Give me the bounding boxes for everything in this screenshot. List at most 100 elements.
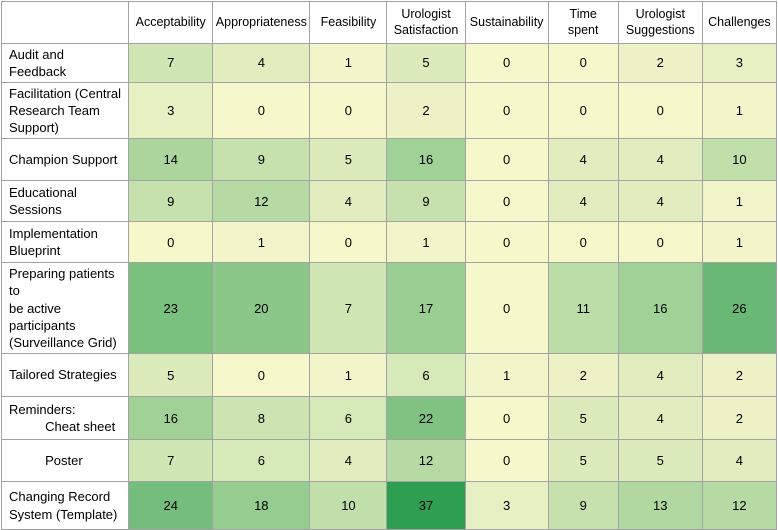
heatmap-cell: 0: [128, 221, 214, 264]
row-label: Preparing patients to be active particip…: [0, 262, 130, 355]
heatmap-cell: 0: [547, 42, 619, 83]
heatmap-cell: 4: [309, 439, 388, 483]
heatmap-cell: 16: [617, 262, 703, 355]
heatmap-cell: 0: [464, 81, 549, 140]
heatmap-cell: 16: [128, 396, 214, 441]
heatmap-cell: 11: [547, 262, 619, 355]
heatmap-cell: 0: [547, 221, 619, 264]
table-row: Reminders: Cheat sheet 16 8 6 22 0 5 4 2: [0, 396, 778, 441]
table-row: Changing Record System (Template) 24 18 10 3…: [0, 481, 778, 530]
heatmap-cell: 23: [128, 262, 214, 355]
column-header-6: Time spent: [547, 1, 619, 44]
heatmap-cell: 1: [309, 353, 388, 398]
heatmap-cell: 0: [464, 439, 549, 483]
heatmap-cell: 37: [386, 481, 466, 530]
heatmap-cell: 0: [617, 81, 703, 140]
table-row: Tailored Strategies 5 0 1 6 1 2 4 2: [0, 353, 778, 398]
heatmap-cell: 3: [464, 481, 549, 530]
heatmap-cell: 14: [128, 138, 214, 182]
row-label: Reminders: Cheat sheet: [0, 396, 130, 441]
table-row: Facilitation (Central Research Team Supp…: [0, 81, 778, 140]
heatmap-cell: 6: [309, 396, 388, 441]
heatmap-cell: 9: [212, 138, 311, 182]
row-label: Poster: [0, 439, 130, 483]
column-header-4: Urologist Satisfaction: [386, 1, 466, 44]
heatmap-cell: 6: [386, 353, 466, 398]
heatmap-cell: 5: [309, 138, 388, 182]
heatmap-cell: 5: [617, 439, 703, 483]
header-row: Acceptability Appropriateness Feasibility U…: [0, 1, 778, 44]
heatmap-cell: 0: [464, 138, 549, 182]
row-label: Implementation Blueprint: [0, 221, 130, 264]
table-row: Implementation Blueprint 0 1 0 1 0 0 0 1: [0, 221, 778, 264]
heatmap-cell: 7: [309, 262, 388, 355]
heatmap-cell: 0: [464, 396, 549, 441]
heatmap-cell: 0: [617, 221, 703, 264]
heatmap-cell: 5: [386, 42, 466, 83]
column-header-8: Challenges: [701, 1, 778, 44]
heatmap-cell: 17: [386, 262, 466, 355]
heatmap-cell: 0: [212, 353, 311, 398]
row-label: Tailored Strategies: [0, 353, 130, 398]
column-header-5: Sustainability: [464, 1, 549, 44]
heatmap-cell: 0: [547, 81, 619, 140]
column-header-1: Acceptability: [128, 1, 214, 44]
heatmap-cell: 16: [386, 138, 466, 182]
heatmap-cell: 26: [701, 262, 778, 355]
table-body: Audit and Feedback 7 4 1 5 0 0 2 3 Facilitation (…: [0, 42, 778, 530]
heatmap-cell: 2: [701, 396, 778, 441]
heatmap-cell: 0: [464, 180, 549, 223]
table-row: Champion Support 14 9 5 16 0 4 4 10: [0, 138, 778, 182]
heatmap-cell: 4: [617, 138, 703, 182]
heatmap-cell: 0: [212, 81, 311, 140]
table-row: Preparing patients to be active particip…: [0, 262, 778, 355]
heatmap-cell: 4: [617, 353, 703, 398]
heatmap-cell: 2: [386, 81, 466, 140]
heatmap-cell: 12: [386, 439, 466, 483]
heatmap-cell: 4: [547, 180, 619, 223]
heatmap-cell: 1: [701, 81, 778, 140]
heatmap-cell: 7: [128, 439, 214, 483]
heatmap-cell: 12: [701, 481, 778, 530]
heatmap-cell: 3: [128, 81, 214, 140]
heatmap-cell: 6: [212, 439, 311, 483]
heatmap-cell: 9: [386, 180, 466, 223]
table-row: Educational Sessions 9 12 4 9 0 4 4 1: [0, 180, 778, 223]
column-header-2: Appropriateness: [212, 1, 311, 44]
heatmap-cell: 18: [212, 481, 311, 530]
heatmap-cell: 2: [547, 353, 619, 398]
row-label: Facilitation (Central Research Team Supp…: [0, 81, 130, 140]
heatmap-cell: 4: [547, 138, 619, 182]
heatmap-cell: 1: [701, 180, 778, 223]
heatmap-cell: 0: [464, 262, 549, 355]
heatmap-cell: 4: [617, 396, 703, 441]
heatmap-cell: 1: [464, 353, 549, 398]
heatmap-cell: 20: [212, 262, 311, 355]
heatmap-cell: 9: [547, 481, 619, 530]
heatmap-cell: 10: [701, 138, 778, 182]
heatmap-cell: 4: [309, 180, 388, 223]
row-label: Champion Support: [0, 138, 130, 182]
heatmap-cell: 5: [128, 353, 214, 398]
heatmap-cell: 5: [547, 396, 619, 441]
heatmap-cell: 9: [128, 180, 214, 223]
heatmap-cell: 0: [464, 221, 549, 264]
heatmap-cell: 24: [128, 481, 214, 530]
heatmap-cell: 0: [309, 221, 388, 264]
heatmap-cell: 22: [386, 396, 466, 441]
heatmap-cell: 2: [701, 353, 778, 398]
heatmap-cell: 0: [309, 81, 388, 140]
heatmap-cell: 4: [617, 180, 703, 223]
heatmap-cell: 12: [212, 180, 311, 223]
heatmap-cell: 7: [128, 42, 214, 83]
table-header: Acceptability Appropriateness Feasibility U…: [0, 1, 778, 44]
column-header-7: Urologist Suggestions: [617, 1, 703, 44]
heatmap-cell: 10: [309, 481, 388, 530]
table-row: Poster 7 6 4 12 0 5 5 4: [0, 439, 778, 483]
heatmap-cell: 0: [464, 42, 549, 83]
row-label: Educational Sessions: [0, 180, 130, 223]
row-label: Changing Record System (Template): [0, 481, 130, 530]
heatmap-cell: 1: [701, 221, 778, 264]
